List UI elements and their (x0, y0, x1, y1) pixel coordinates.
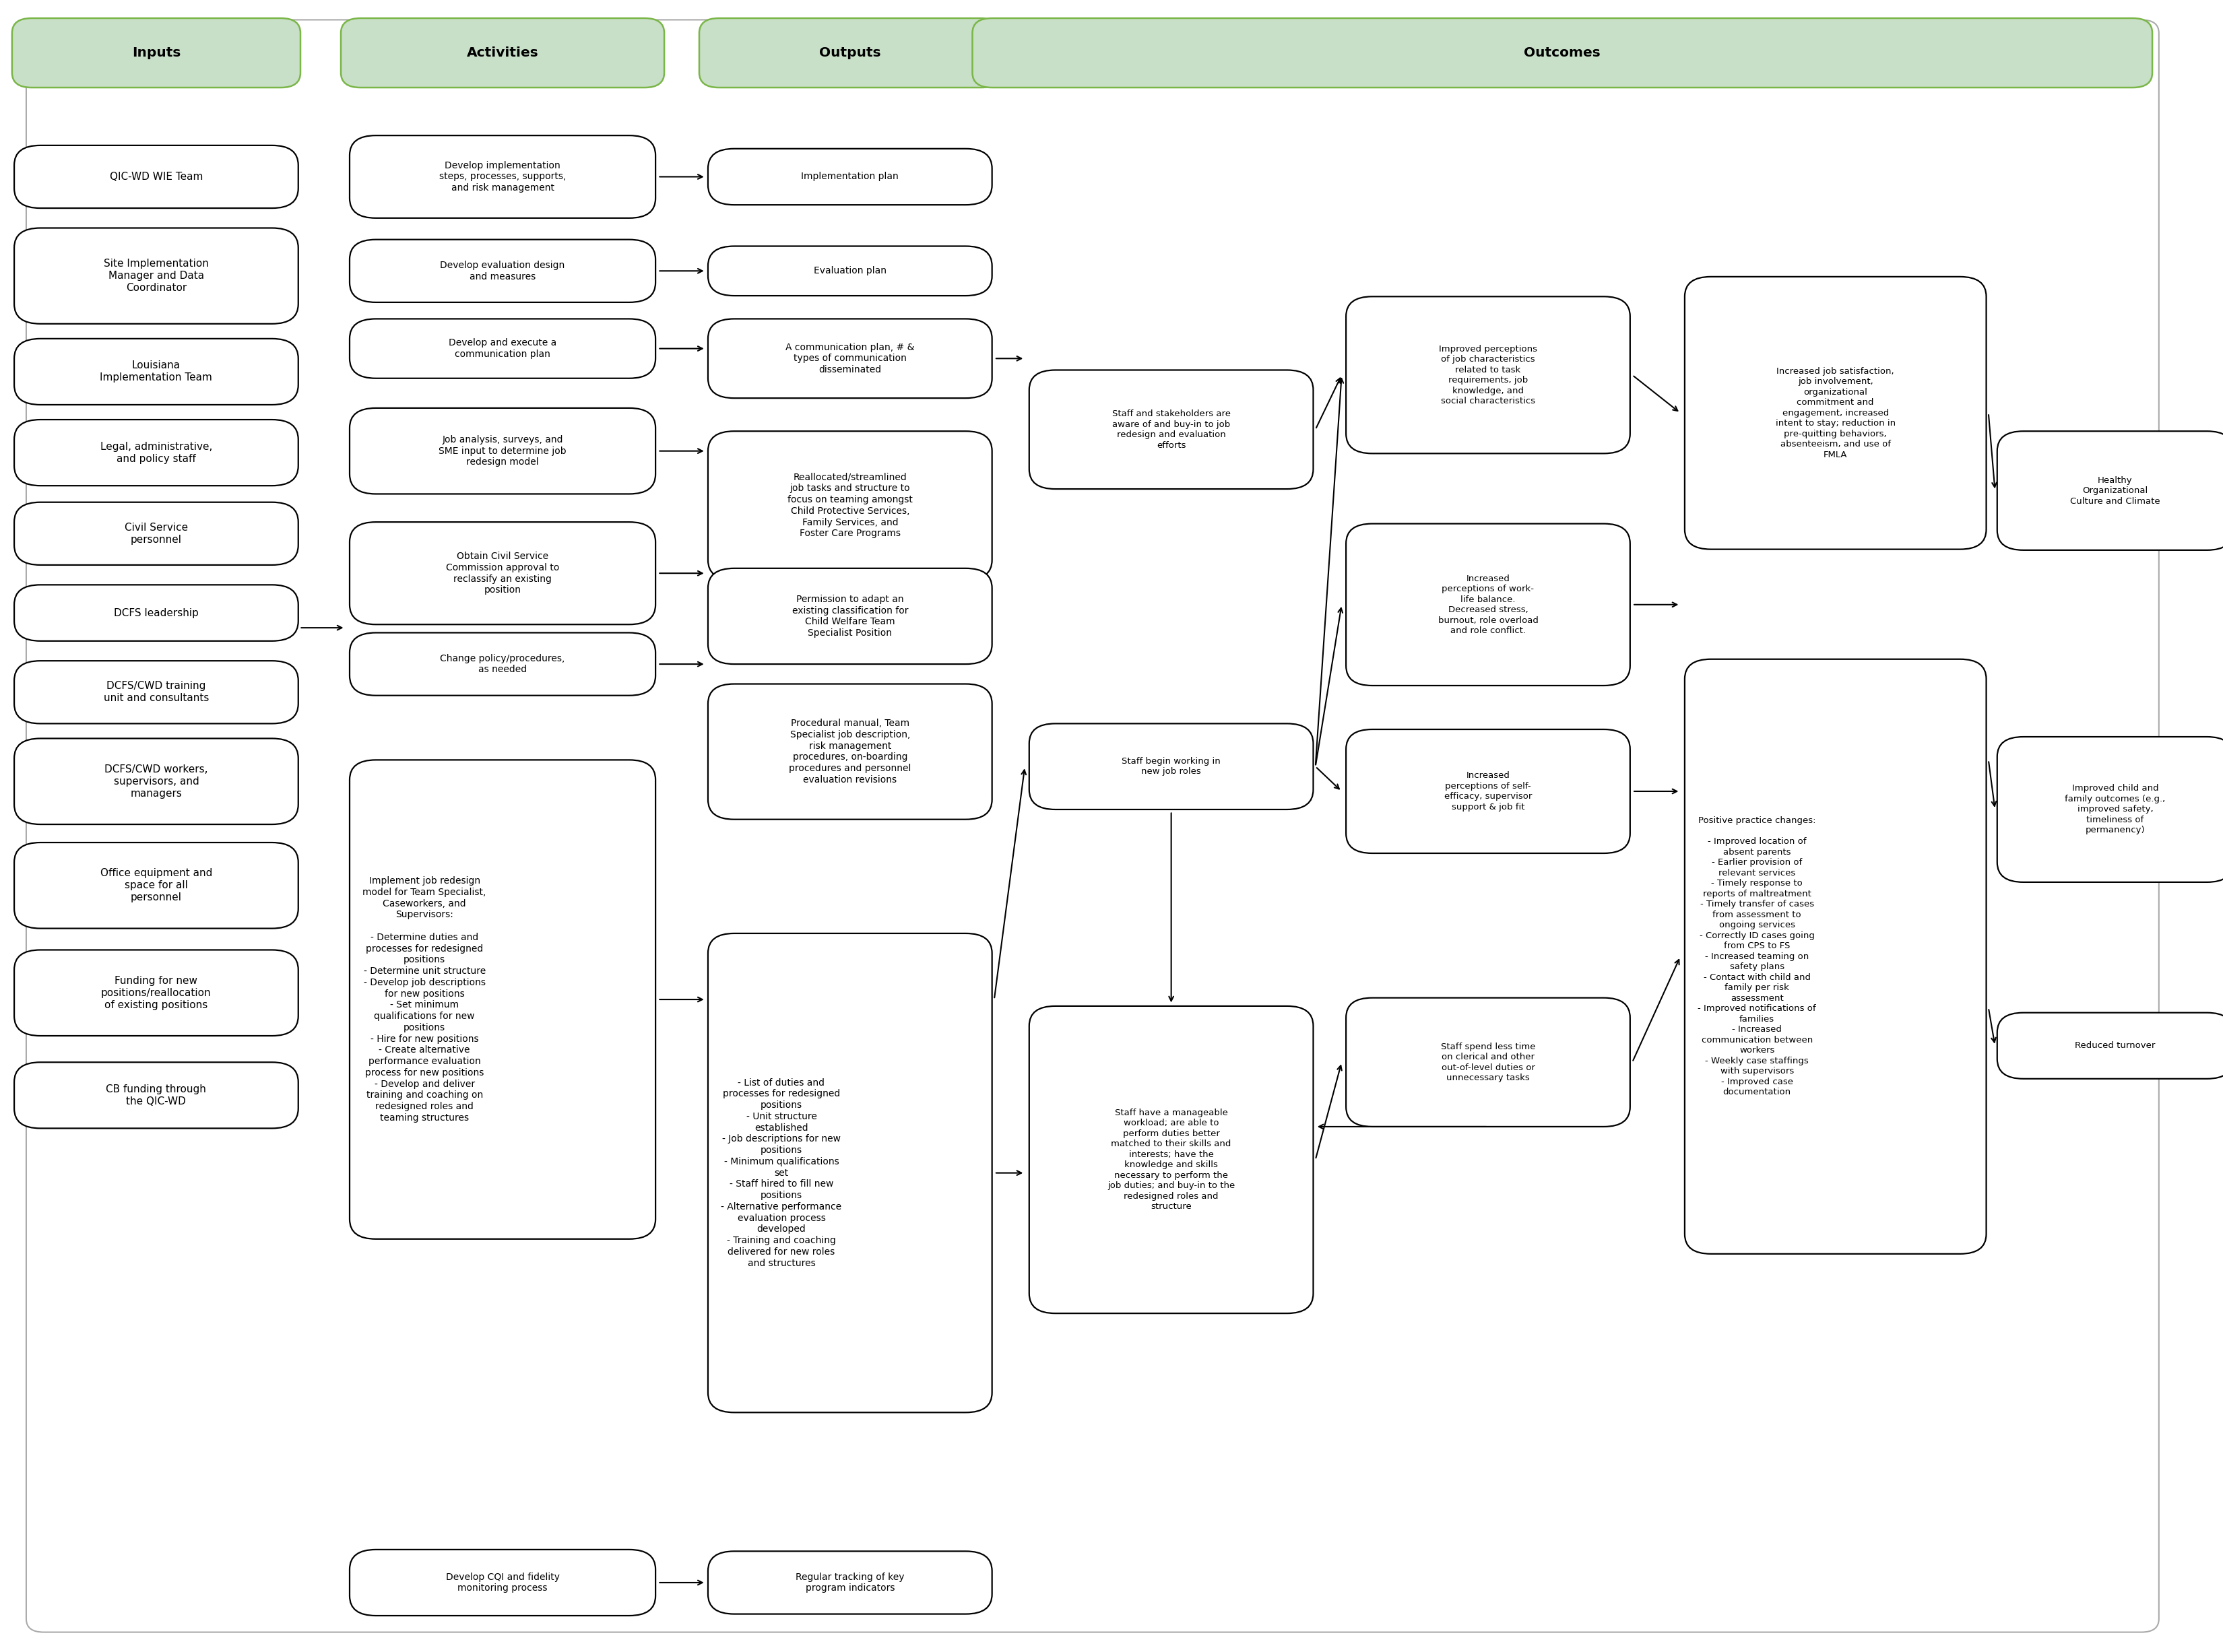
FancyBboxPatch shape (707, 933, 991, 1412)
FancyBboxPatch shape (27, 20, 2159, 1632)
Text: Activities: Activities (467, 46, 538, 59)
FancyBboxPatch shape (13, 585, 298, 641)
FancyBboxPatch shape (700, 18, 1000, 88)
Text: DCFS/CWD training
unit and consultants: DCFS/CWD training unit and consultants (104, 681, 209, 704)
Text: CB funding through
the QIC-WD: CB funding through the QIC-WD (107, 1084, 207, 1107)
FancyBboxPatch shape (13, 738, 298, 824)
Text: Reduced turnover: Reduced turnover (2074, 1041, 2156, 1051)
FancyBboxPatch shape (13, 843, 298, 928)
Text: Staff have a manageable
workload; are able to
perform duties better
matched to t: Staff have a manageable workload; are ab… (1107, 1108, 1236, 1211)
FancyBboxPatch shape (1345, 998, 1629, 1127)
FancyBboxPatch shape (971, 18, 2152, 88)
FancyBboxPatch shape (1029, 370, 1314, 489)
FancyBboxPatch shape (707, 431, 991, 580)
Text: Positive practice changes:

- Improved location of
absent parents
- Earlier prov: Positive practice changes: - Improved lo… (1698, 816, 1816, 1097)
FancyBboxPatch shape (1345, 297, 1629, 453)
FancyBboxPatch shape (349, 408, 656, 494)
FancyBboxPatch shape (13, 1062, 298, 1128)
Text: Office equipment and
space for all
personnel: Office equipment and space for all perso… (100, 869, 211, 902)
Text: A communication plan, # &
types of communication
disseminated: A communication plan, # & types of commu… (785, 342, 914, 375)
FancyBboxPatch shape (707, 568, 991, 664)
Text: Inputs: Inputs (131, 46, 180, 59)
Text: Evaluation plan: Evaluation plan (814, 266, 887, 276)
FancyBboxPatch shape (13, 145, 298, 208)
FancyBboxPatch shape (349, 135, 656, 218)
Text: Funding for new
positions/reallocation
of existing positions: Funding for new positions/reallocation o… (100, 976, 211, 1009)
Text: Staff and stakeholders are
aware of and buy-in to job
redesign and evaluation
ef: Staff and stakeholders are aware of and … (1112, 410, 1232, 449)
Text: Civil Service
personnel: Civil Service personnel (124, 522, 189, 545)
FancyBboxPatch shape (1685, 276, 1987, 548)
Text: Permission to adapt an
existing classification for
Child Welfare Team
Specialist: Permission to adapt an existing classifi… (791, 595, 909, 638)
Text: Regular tracking of key
program indicators: Regular tracking of key program indicato… (796, 1573, 905, 1593)
FancyBboxPatch shape (1029, 1006, 1314, 1313)
Text: Increased job satisfaction,
job involvement,
organizational
commitment and
engag: Increased job satisfaction, job involvem… (1776, 367, 1896, 459)
Text: Change policy/procedures,
as needed: Change policy/procedures, as needed (440, 654, 565, 674)
FancyBboxPatch shape (13, 502, 298, 565)
Text: DCFS leadership: DCFS leadership (113, 608, 198, 618)
FancyBboxPatch shape (11, 18, 300, 88)
Text: Healthy
Organizational
Culture and Climate: Healthy Organizational Culture and Clima… (2070, 476, 2161, 506)
FancyBboxPatch shape (13, 950, 298, 1036)
Text: Reallocated/streamlined
job tasks and structure to
focus on teaming amongst
Chil: Reallocated/streamlined job tasks and st… (787, 472, 914, 539)
FancyBboxPatch shape (707, 319, 991, 398)
Text: Legal, administrative,
and policy staff: Legal, administrative, and policy staff (100, 441, 211, 464)
Text: Staff spend less time
on clerical and other
out-of-level duties or
unnecessary t: Staff spend less time on clerical and ot… (1441, 1042, 1536, 1082)
FancyBboxPatch shape (13, 420, 298, 486)
FancyBboxPatch shape (13, 339, 298, 405)
Text: Site Implementation
Manager and Data
Coordinator: Site Implementation Manager and Data Coo… (104, 259, 209, 292)
FancyBboxPatch shape (349, 1550, 656, 1616)
Text: Implementation plan: Implementation plan (800, 172, 898, 182)
Text: Implement job redesign
model for Team Specialist,
Caseworkers, and
Supervisors:
: Implement job redesign model for Team Sp… (362, 876, 487, 1123)
Text: QIC-WD WIE Team: QIC-WD WIE Team (109, 172, 202, 182)
FancyBboxPatch shape (349, 522, 656, 624)
Text: Louisiana
Implementation Team: Louisiana Implementation Team (100, 360, 213, 383)
Text: DCFS/CWD workers,
supervisors, and
managers: DCFS/CWD workers, supervisors, and manag… (104, 765, 209, 798)
FancyBboxPatch shape (707, 684, 991, 819)
Text: Job analysis, surveys, and
SME input to determine job
redesign model: Job analysis, surveys, and SME input to … (438, 434, 567, 468)
Text: Improved perceptions
of job characteristics
related to task
requirements, job
kn: Improved perceptions of job characterist… (1438, 345, 1538, 405)
FancyBboxPatch shape (707, 246, 991, 296)
Text: - List of duties and
processes for redesigned
positions
- Unit structure
establi: - List of duties and processes for redes… (720, 1079, 843, 1267)
FancyBboxPatch shape (1029, 724, 1314, 809)
Text: Develop implementation
steps, processes, supports,
and risk management: Develop implementation steps, processes,… (440, 160, 567, 193)
FancyBboxPatch shape (349, 760, 656, 1239)
Text: Increased
perceptions of self-
efficacy, supervisor
support & job fit: Increased perceptions of self- efficacy,… (1445, 771, 1532, 811)
Text: Develop evaluation design
and measures: Develop evaluation design and measures (440, 261, 565, 281)
Text: Improved child and
family outcomes (e.g.,
improved safety,
timeliness of
permane: Improved child and family outcomes (e.g.… (2065, 785, 2165, 834)
FancyBboxPatch shape (707, 1551, 991, 1614)
FancyBboxPatch shape (1996, 431, 2223, 550)
Text: Outputs: Outputs (818, 46, 880, 59)
Text: Increased
perceptions of work-
life balance.
Decreased stress,
burnout, role ove: Increased perceptions of work- life bala… (1438, 575, 1538, 634)
FancyBboxPatch shape (1996, 737, 2223, 882)
Text: Procedural manual, Team
Specialist job description,
risk management
procedures, : Procedural manual, Team Specialist job d… (789, 719, 911, 785)
FancyBboxPatch shape (1685, 659, 1987, 1254)
FancyBboxPatch shape (13, 661, 298, 724)
FancyBboxPatch shape (349, 633, 656, 695)
Text: Outcomes: Outcomes (1525, 46, 1601, 59)
FancyBboxPatch shape (13, 228, 298, 324)
FancyBboxPatch shape (349, 319, 656, 378)
FancyBboxPatch shape (1345, 524, 1629, 686)
Text: Staff begin working in
new job roles: Staff begin working in new job roles (1123, 757, 1220, 776)
FancyBboxPatch shape (340, 18, 665, 88)
FancyBboxPatch shape (349, 240, 656, 302)
Text: Develop and execute a
communication plan: Develop and execute a communication plan (449, 339, 556, 358)
FancyBboxPatch shape (707, 149, 991, 205)
Text: Obtain Civil Service
Commission approval to
reclassify an existing
position: Obtain Civil Service Commission approval… (447, 552, 560, 595)
FancyBboxPatch shape (1996, 1013, 2223, 1079)
FancyBboxPatch shape (1345, 730, 1629, 852)
Text: Develop CQI and fidelity
monitoring process: Develop CQI and fidelity monitoring proc… (445, 1573, 560, 1593)
